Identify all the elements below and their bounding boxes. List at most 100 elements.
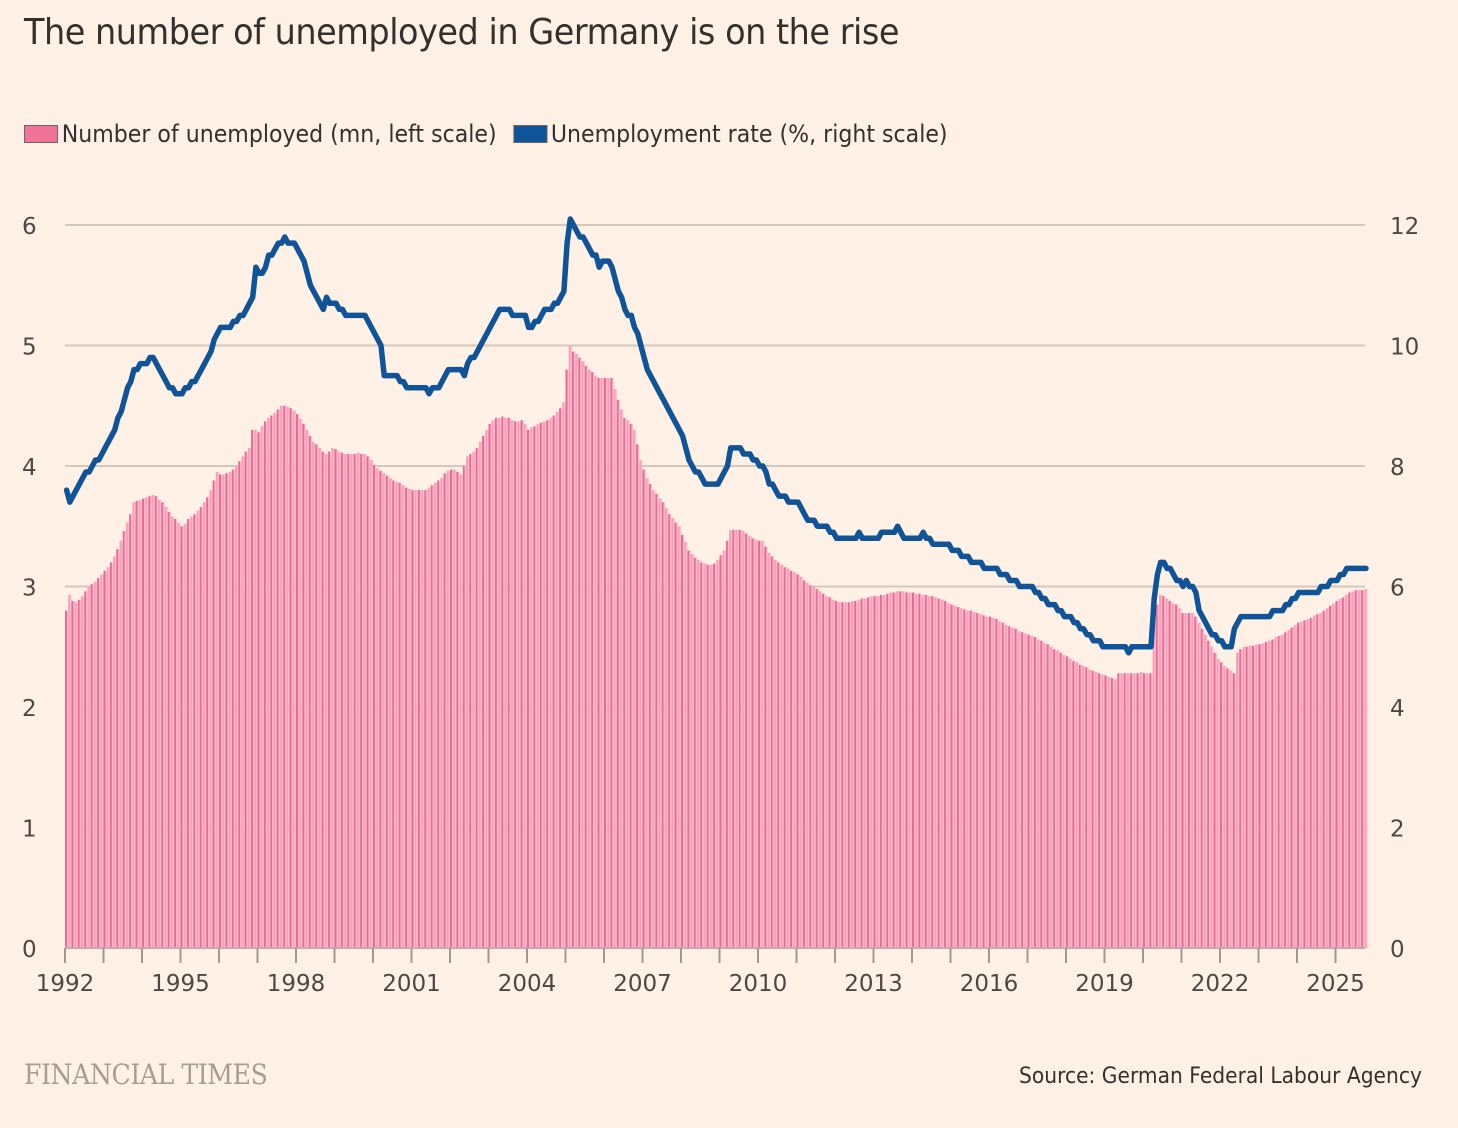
bar bbox=[815, 588, 818, 948]
bar bbox=[1354, 590, 1357, 949]
bar bbox=[122, 531, 125, 948]
bar-gap bbox=[1234, 673, 1237, 948]
bar-gap bbox=[1366, 588, 1368, 948]
bar bbox=[398, 482, 401, 948]
left-axis-tick-label: 2 bbox=[22, 696, 37, 722]
bar-gap bbox=[1093, 670, 1095, 948]
bar-gap bbox=[1074, 661, 1076, 948]
bar-gap bbox=[1125, 673, 1127, 948]
bar bbox=[411, 490, 414, 948]
bar bbox=[427, 487, 430, 948]
bar bbox=[623, 417, 626, 948]
bar-gap bbox=[657, 493, 659, 948]
bar bbox=[132, 502, 135, 948]
bar-gap bbox=[853, 600, 855, 948]
bar bbox=[437, 480, 440, 948]
bar bbox=[732, 529, 735, 949]
bar-gap bbox=[650, 484, 653, 948]
bar-gap bbox=[1225, 666, 1227, 948]
right-axis-tick-label: 0 bbox=[1390, 937, 1405, 963]
bar bbox=[812, 586, 815, 948]
bar bbox=[1159, 594, 1162, 948]
bar bbox=[401, 485, 404, 948]
bar bbox=[610, 378, 613, 948]
bar-gap bbox=[237, 466, 239, 948]
bar-gap bbox=[310, 435, 313, 949]
bar-gap bbox=[111, 562, 114, 948]
bar-gap bbox=[381, 470, 383, 948]
legend: Number of unemployed (mn, left scale) Un… bbox=[24, 120, 964, 148]
bar bbox=[392, 480, 395, 948]
bar bbox=[1117, 673, 1120, 948]
bar-gap bbox=[134, 502, 136, 948]
bar bbox=[802, 580, 805, 948]
bar-gap bbox=[1218, 658, 1220, 948]
bar bbox=[1037, 639, 1040, 948]
bar bbox=[1274, 637, 1277, 948]
bar bbox=[854, 600, 857, 948]
bar bbox=[485, 429, 488, 949]
bar-gap bbox=[923, 594, 925, 948]
right-axis-tick-label: 8 bbox=[1390, 455, 1405, 481]
bar bbox=[84, 591, 87, 948]
bar-gap bbox=[163, 502, 165, 948]
bar-gap bbox=[108, 567, 110, 948]
bar-gap bbox=[355, 453, 357, 948]
bar bbox=[889, 592, 892, 948]
bar-gap bbox=[333, 447, 335, 948]
bar-gap bbox=[1173, 603, 1176, 948]
bar-gap bbox=[1164, 596, 1166, 948]
bar bbox=[1152, 622, 1155, 948]
bar-gap bbox=[763, 540, 765, 948]
bar-gap bbox=[272, 415, 274, 948]
bar bbox=[870, 596, 873, 948]
bar bbox=[725, 540, 728, 948]
legend-swatch-bar-icon bbox=[24, 125, 59, 143]
bar-gap bbox=[400, 482, 402, 948]
bar bbox=[482, 435, 485, 949]
bar-gap bbox=[702, 562, 704, 948]
bar bbox=[334, 449, 337, 948]
bar-gap bbox=[987, 616, 989, 949]
bar-gap bbox=[1128, 673, 1131, 948]
bar bbox=[1184, 613, 1187, 948]
bar bbox=[129, 514, 132, 948]
bar-gap bbox=[522, 420, 524, 949]
bar bbox=[87, 586, 90, 948]
bar bbox=[1094, 672, 1097, 948]
x-axis-tick-label: 2016 bbox=[960, 971, 1019, 997]
bar-gap bbox=[208, 497, 210, 948]
bar bbox=[1322, 610, 1325, 948]
bar-gap bbox=[567, 369, 569, 949]
bar-gap bbox=[1340, 598, 1342, 948]
bar bbox=[960, 608, 963, 948]
bar bbox=[1130, 673, 1133, 948]
bar-gap bbox=[1189, 613, 1192, 948]
bar bbox=[786, 568, 789, 948]
bar bbox=[1280, 634, 1283, 948]
bar-gap bbox=[1324, 610, 1326, 948]
bar bbox=[883, 594, 886, 948]
bar-gap bbox=[461, 474, 463, 948]
bar bbox=[912, 592, 914, 948]
bar-gap bbox=[172, 516, 175, 948]
bar-gap bbox=[737, 529, 739, 949]
bar bbox=[1329, 605, 1332, 948]
bar-gap bbox=[699, 559, 701, 948]
bar-gap bbox=[817, 588, 819, 948]
bar-gap bbox=[227, 473, 229, 948]
bar bbox=[1056, 650, 1059, 949]
bar-gap bbox=[731, 529, 733, 949]
x-axis bbox=[64, 947, 1365, 963]
bar bbox=[363, 453, 366, 948]
bar bbox=[1361, 590, 1364, 949]
bar bbox=[456, 472, 459, 948]
bar bbox=[825, 596, 828, 948]
bar bbox=[1085, 667, 1088, 948]
bar bbox=[1072, 661, 1075, 948]
bar-gap bbox=[589, 369, 592, 949]
bar bbox=[860, 598, 863, 948]
bar bbox=[578, 357, 581, 948]
bar-gap bbox=[121, 540, 123, 948]
bar bbox=[703, 563, 706, 948]
